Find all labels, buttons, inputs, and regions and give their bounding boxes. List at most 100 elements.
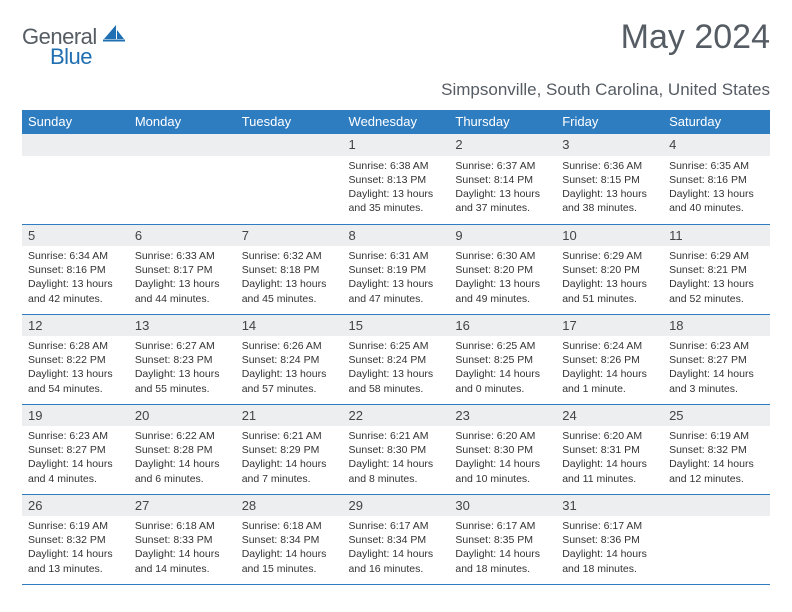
calendar-cell: 2Sunrise: 6:37 AMSunset: 8:14 PMDaylight… xyxy=(449,134,556,224)
sunset-line: Sunset: 8:32 PM xyxy=(28,534,106,546)
day-number: 12 xyxy=(22,315,129,337)
calendar-cell: 31Sunrise: 6:17 AMSunset: 8:36 PMDayligh… xyxy=(556,494,663,584)
sunset-line: Sunset: 8:27 PM xyxy=(28,444,106,456)
daylight-line: Daylight: 14 hours and 8 minutes. xyxy=(349,458,434,484)
daylight-line: Daylight: 14 hours and 16 minutes. xyxy=(349,548,434,574)
day-number: 8 xyxy=(343,225,450,247)
day-number xyxy=(22,134,129,156)
day-number: 2 xyxy=(449,134,556,156)
day-detail: Sunrise: 6:19 AMSunset: 8:32 PMDaylight:… xyxy=(663,426,770,490)
sunrise-line: Sunrise: 6:29 AM xyxy=(562,250,642,262)
calendar-cell: 11Sunrise: 6:29 AMSunset: 8:21 PMDayligh… xyxy=(663,224,770,314)
calendar-cell: 18Sunrise: 6:23 AMSunset: 8:27 PMDayligh… xyxy=(663,314,770,404)
sunset-line: Sunset: 8:22 PM xyxy=(28,354,106,366)
calendar-cell: 27Sunrise: 6:18 AMSunset: 8:33 PMDayligh… xyxy=(129,494,236,584)
sunrise-line: Sunrise: 6:33 AM xyxy=(135,250,215,262)
sunset-line: Sunset: 8:26 PM xyxy=(562,354,640,366)
day-number: 29 xyxy=(343,495,450,517)
day-detail: Sunrise: 6:34 AMSunset: 8:16 PMDaylight:… xyxy=(22,246,129,310)
day-number: 25 xyxy=(663,405,770,427)
sunrise-line: Sunrise: 6:31 AM xyxy=(349,250,429,262)
daylight-line: Daylight: 13 hours and 51 minutes. xyxy=(562,278,647,304)
calendar-cell: 3Sunrise: 6:36 AMSunset: 8:15 PMDaylight… xyxy=(556,134,663,224)
calendar-cell xyxy=(236,134,343,224)
day-detail: Sunrise: 6:36 AMSunset: 8:15 PMDaylight:… xyxy=(556,156,663,220)
sunset-line: Sunset: 8:36 PM xyxy=(562,534,640,546)
sail-icon xyxy=(103,22,125,40)
sunset-line: Sunset: 8:16 PM xyxy=(669,174,747,186)
brand-part2: Blue xyxy=(50,44,92,69)
daylight-line: Daylight: 13 hours and 57 minutes. xyxy=(242,368,327,394)
daylight-line: Daylight: 14 hours and 10 minutes. xyxy=(455,458,540,484)
calendar-week-row: 5Sunrise: 6:34 AMSunset: 8:16 PMDaylight… xyxy=(22,224,770,314)
day-number: 11 xyxy=(663,225,770,247)
day-detail: Sunrise: 6:25 AMSunset: 8:25 PMDaylight:… xyxy=(449,336,556,400)
day-detail: Sunrise: 6:17 AM Sunset: 8:34 PM Daylight:… xyxy=(343,516,450,580)
day-number: 14 xyxy=(236,315,343,337)
sunrise-line: Sunrise: 6:21 AM xyxy=(349,430,429,442)
sunset-line: Sunset: 8:34 PM xyxy=(349,534,427,546)
sunrise-line: Sunrise: 6:17 AM xyxy=(349,520,429,532)
location-label: Simpsonville, South Carolina, United Sta… xyxy=(22,80,770,100)
day-detail: Sunrise: 6:20 AM Sunset: 8:30 PM Daylight:… xyxy=(449,426,556,490)
day-detail: Sunrise: 6:37 AMSunset: 8:14 PMDaylight:… xyxy=(449,156,556,220)
sunrise-line: Sunrise: 6:18 AM xyxy=(135,520,215,532)
daylight-line: Daylight: 14 hours and 11 minutes. xyxy=(562,458,647,484)
sunset-line: Sunset: 8:20 PM xyxy=(455,264,533,276)
daylight-line: Daylight: 13 hours and 47 minutes. xyxy=(349,278,434,304)
header: General Blue May 2024 xyxy=(22,18,770,76)
sunset-line: Sunset: 8:18 PM xyxy=(242,264,320,276)
calendar-cell: 17Sunrise: 6:24 AMSunset: 8:26 PMDayligh… xyxy=(556,314,663,404)
day-detail: Sunrise: 6:29 AMSunset: 8:20 PMDaylight:… xyxy=(556,246,663,310)
day-number: 20 xyxy=(129,405,236,427)
calendar-cell xyxy=(129,134,236,224)
sunset-line: Sunset: 8:35 PM xyxy=(455,534,533,546)
day-number: 23 xyxy=(449,405,556,427)
day-detail: Sunrise: 6:23 AMSunset: 8:27 PMDaylight:… xyxy=(663,336,770,400)
day-detail: Sunrise: 6:26 AMSunset: 8:24 PMDaylight:… xyxy=(236,336,343,400)
daylight-line: Daylight: 14 hours and 13 minutes. xyxy=(28,548,113,574)
day-number: 1 xyxy=(343,134,450,156)
calendar-cell: 24Sunrise: 6:20 AMSunset: 8:31 PMDayligh… xyxy=(556,404,663,494)
sunrise-line: Sunrise: 6:20 AM xyxy=(455,430,535,442)
calendar-cell xyxy=(22,134,129,224)
day-detail: Sunrise: 6:28 AMSunset: 8:22 PMDaylight:… xyxy=(22,336,129,400)
sunset-line: Sunset: 8:14 PM xyxy=(455,174,533,186)
calendar-cell: 1Sunrise: 6:38 AMSunset: 8:13 PMDaylight… xyxy=(343,134,450,224)
day-number: 7 xyxy=(236,225,343,247)
calendar-cell xyxy=(663,494,770,584)
day-number: 9 xyxy=(449,225,556,247)
day-number xyxy=(129,134,236,156)
calendar-cell: 7Sunrise: 6:32 AMSunset: 8:18 PMDaylight… xyxy=(236,224,343,314)
calendar-week-row: 19Sunrise: 6:23 AMSunset: 8:27 PMDayligh… xyxy=(22,404,770,494)
sunrise-line: Sunrise: 6:18 AM xyxy=(242,520,322,532)
day-header: Tuesday xyxy=(236,110,343,134)
day-number xyxy=(663,495,770,517)
calendar-cell: 9Sunrise: 6:30 AMSunset: 8:20 PMDaylight… xyxy=(449,224,556,314)
sunset-line: Sunset: 8:30 PM xyxy=(455,444,533,456)
day-number: 24 xyxy=(556,405,663,427)
sunset-line: Sunset: 8:24 PM xyxy=(242,354,320,366)
sunset-line: Sunset: 8:31 PM xyxy=(562,444,640,456)
sunset-line: Sunset: 8:23 PM xyxy=(135,354,213,366)
calendar-cell: 15Sunrise: 6:25 AMSunset: 8:24 PMDayligh… xyxy=(343,314,450,404)
daylight-line: Daylight: 14 hours and 7 minutes. xyxy=(242,458,327,484)
calendar-cell: 26Sunrise: 6:19 AMSunset: 8:32 PMDayligh… xyxy=(22,494,129,584)
day-detail: Sunrise: 6:17 AMSunset: 8:35 PMDaylight:… xyxy=(449,516,556,580)
sunrise-line: Sunrise: 6:32 AM xyxy=(242,250,322,262)
day-detail: Sunrise: 6:29 AMSunset: 8:21 PMDaylight:… xyxy=(663,246,770,310)
day-header: Friday xyxy=(556,110,663,134)
day-header: Saturday xyxy=(663,110,770,134)
day-header-row: SundayMondayTuesdayWednesdayThursdayFrid… xyxy=(22,110,770,134)
day-detail: Sunrise: 6:30 AMSunset: 8:20 PMDaylight:… xyxy=(449,246,556,310)
sunset-line: Sunset: 8:15 PM xyxy=(562,174,640,186)
sunset-line: Sunset: 8:27 PM xyxy=(669,354,747,366)
calendar-cell: 30Sunrise: 6:17 AMSunset: 8:35 PMDayligh… xyxy=(449,494,556,584)
day-number: 6 xyxy=(129,225,236,247)
calendar-week-row: 1Sunrise: 6:38 AMSunset: 8:13 PMDaylight… xyxy=(22,134,770,224)
day-detail: Sunrise: 6:31 AMSunset: 8:19 PMDaylight:… xyxy=(343,246,450,310)
daylight-line: Daylight: 13 hours and 49 minutes. xyxy=(455,278,540,304)
calendar-cell: 5Sunrise: 6:34 AMSunset: 8:16 PMDaylight… xyxy=(22,224,129,314)
calendar-cell: 25Sunrise: 6:19 AMSunset: 8:32 PMDayligh… xyxy=(663,404,770,494)
day-detail: Sunrise: 6:20 AMSunset: 8:31 PMDaylight:… xyxy=(556,426,663,490)
